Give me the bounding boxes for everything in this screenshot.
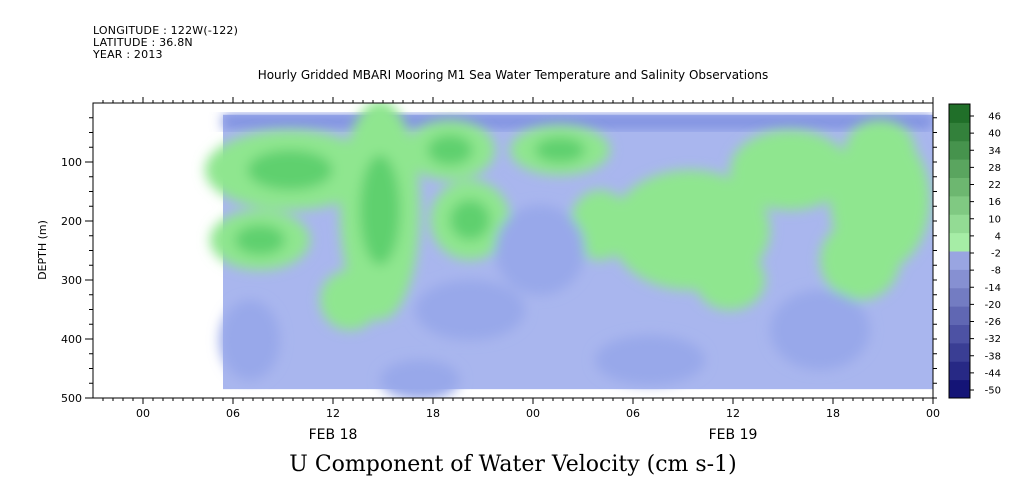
x-tick-label: 00 — [526, 407, 540, 420]
colorbar-label: -8 — [991, 266, 1001, 277]
date-label: FEB 18 — [309, 427, 358, 443]
colorbar-band — [949, 177, 970, 197]
colorbar-band — [949, 122, 970, 142]
colorbar-label: -38 — [985, 351, 1001, 362]
colorbar-band — [949, 195, 970, 215]
colorbar-label: -2 — [991, 249, 1001, 260]
chart-title: Hourly Gridded MBARI Mooring M1 Sea Wate… — [257, 68, 769, 82]
x-tick-label: 18 — [426, 407, 440, 420]
year-label: YEAR : 2013 — [93, 48, 163, 61]
y-tick-label: 500 — [61, 392, 82, 405]
colorbar-label: 28 — [988, 163, 1001, 174]
longitude-label: LONGITUDE : 122W(-122) — [93, 24, 239, 37]
colorbar-band — [949, 159, 970, 178]
colorbar-band — [949, 324, 970, 344]
colorbar-label: -20 — [985, 300, 1001, 311]
colorbar-label: 16 — [988, 197, 1001, 208]
colorbar-label: 34 — [988, 146, 1001, 157]
colorbar-label: -50 — [985, 386, 1001, 397]
colorbar-band — [949, 379, 970, 399]
colorbar-label: 22 — [988, 180, 1001, 191]
x-tick-label: 00 — [136, 407, 150, 420]
y-axis-label: DEPTH (m) — [36, 220, 49, 280]
x-tick-label: 06 — [226, 407, 240, 420]
colorbar-label: 40 — [988, 129, 1001, 140]
y-tick-label: 400 — [61, 333, 82, 346]
colorbar-label: -32 — [985, 334, 1001, 345]
colorbar-band — [949, 232, 970, 252]
date-label: FEB 19 — [709, 427, 758, 443]
colorbar-band — [949, 251, 970, 270]
colorbar-label: -44 — [985, 368, 1001, 379]
x-tick-label: 12 — [326, 407, 340, 420]
heatmap-field — [205, 103, 933, 398]
colorbar-band — [949, 214, 970, 234]
colorbar-band — [949, 140, 970, 160]
colorbar-label: 46 — [988, 112, 1001, 123]
colorbar-label: 4 — [995, 231, 1001, 242]
x-tick-label: 12 — [726, 407, 740, 420]
colorbar-band — [949, 306, 970, 325]
x-tick-label: 18 — [826, 407, 840, 420]
y-tick-label: 200 — [61, 215, 82, 228]
y-tick-label: 100 — [61, 156, 82, 169]
colorbar-label: -14 — [985, 283, 1001, 294]
colorbar-band — [949, 104, 970, 123]
colorbar-band — [949, 269, 970, 289]
latitude-label: LATITUDE : 36.8N — [93, 36, 193, 49]
x-axis-title: U Component of Water Velocity (cm s-1) — [289, 452, 737, 477]
colorbar-band — [949, 342, 970, 362]
colorbar-band — [949, 287, 970, 307]
y-tick-label: 300 — [61, 274, 82, 287]
colorbar-band — [949, 361, 970, 381]
x-tick-label: 06 — [626, 407, 640, 420]
x-tick-label: 00 — [926, 407, 940, 420]
colorbar-label: -26 — [985, 317, 1001, 328]
colorbar-label: 10 — [988, 214, 1001, 225]
